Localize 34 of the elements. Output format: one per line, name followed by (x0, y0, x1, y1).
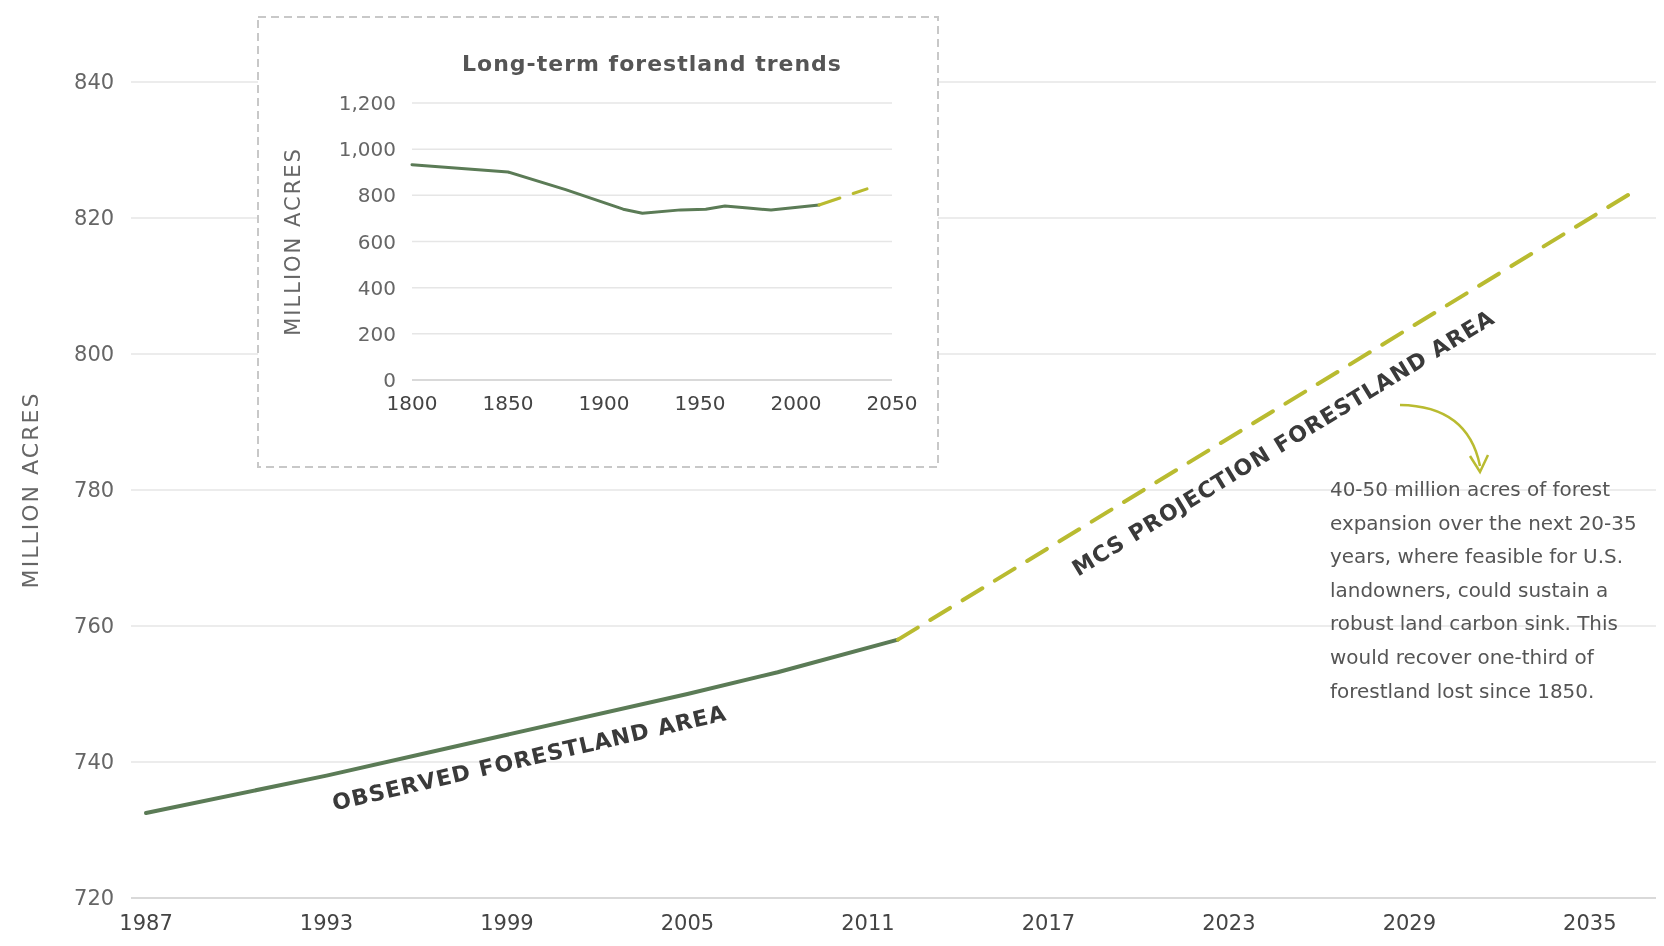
y-axis-title: MILLION ACRES (18, 391, 43, 589)
y-tick-label: 200 (357, 321, 396, 346)
x-tick-label: 1987 (119, 910, 173, 935)
y-tick-label: 400 (357, 275, 396, 300)
y-tick-label: 760 (74, 614, 115, 639)
y-tick-label: 600 (357, 229, 396, 254)
annotation: 40-50 million acres of forest expansion over the next 20-35 years, where feasible for U.S. landowners, could sustain a robust land carbon sink. This would recover one-third of forestland lost since 1850. (1330, 477, 1637, 703)
x-tick-label: 2029 (1382, 910, 1437, 935)
chart-title: Long-term forestland trends (462, 51, 842, 76)
y-tick-label: 800 (74, 342, 115, 367)
x-tick-label: 2035 (1563, 910, 1617, 935)
line-series (410, 163, 821, 215)
y-tick-label: 780 (74, 478, 115, 503)
x-tick-label: 1850 (482, 391, 534, 415)
y-tick-label: 820 (74, 206, 115, 231)
x-tick-label: 1993 (299, 910, 354, 935)
x-tick-label: 2000 (770, 391, 822, 415)
x-tick-label: 1800 (386, 391, 438, 415)
y-tick-label: 740 (74, 750, 115, 775)
y-axis-title: MILLION ACRES (281, 147, 305, 336)
y-tick-label: 1,200 (338, 91, 396, 115)
x-tick-label: 1900 (578, 391, 630, 415)
x-tick-label: 1999 (480, 910, 534, 935)
x-tick-label: 2005 (660, 910, 715, 935)
x-tick-label: 2017 (1021, 910, 1076, 935)
y-tick-label: 1,000 (338, 137, 396, 162)
y-tick-label: 800 (357, 183, 396, 208)
y-tick-label: 840 (74, 70, 115, 95)
x-tick-label: 2023 (1202, 910, 1256, 935)
x-tick-label: 2050 (866, 391, 918, 415)
x-tick-label: 2011 (841, 910, 895, 935)
x-tick-label: 1950 (674, 391, 726, 415)
y-tick-label: 0 (383, 368, 396, 392)
y-tick-label: 720 (74, 886, 115, 911)
